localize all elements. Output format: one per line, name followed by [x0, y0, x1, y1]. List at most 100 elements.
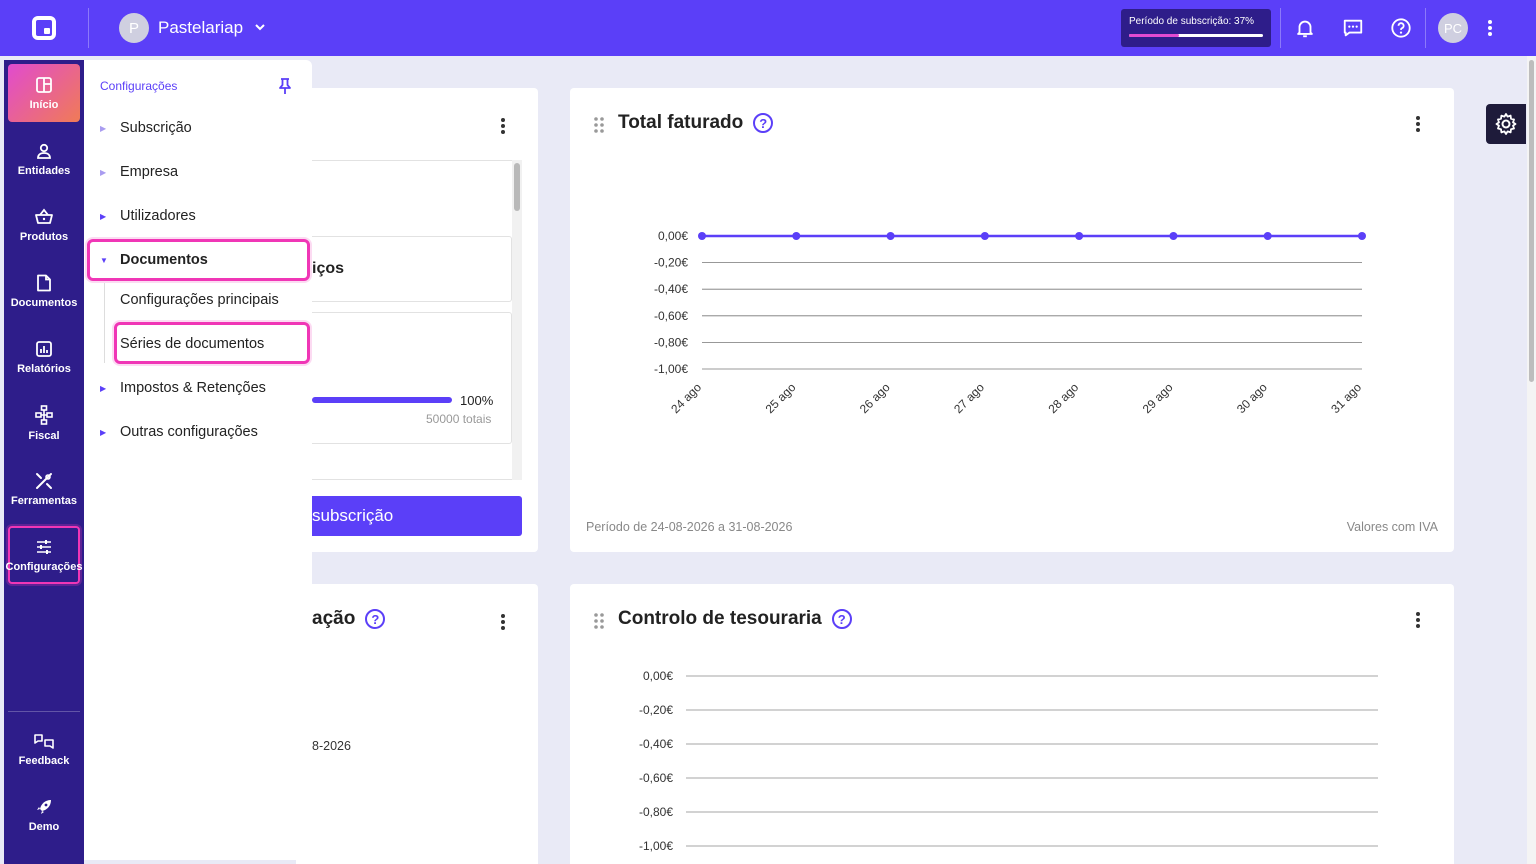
settings-item-outras[interactable]: ▶ Outras configurações [100, 422, 258, 442]
vat-note: Valores com IVA [1346, 520, 1438, 534]
sidebar-item-label: Configurações [5, 560, 83, 573]
card-menu-icon[interactable] [500, 117, 506, 140]
chevron-down-icon [253, 20, 267, 37]
y-tick-label: 0,00€ [658, 229, 688, 243]
subscription-period-badge[interactable]: Período de subscrição: 37% [1121, 9, 1271, 47]
settings-item-documentos[interactable]: ▼ Documentos [100, 250, 208, 270]
card-menu-icon[interactable] [1415, 611, 1421, 634]
y-tick-label: -0,60€ [639, 771, 673, 785]
settings-item-empresa[interactable]: ▶ Empresa [100, 162, 178, 182]
user-menu[interactable]: PC [1426, 0, 1480, 56]
settings-item-label: Impostos & Retenções [120, 380, 266, 396]
settings-item-label: Subscrição [120, 120, 192, 136]
sidebar-item-produtos[interactable]: Produtos [8, 196, 80, 254]
settings-item-label: Documentos [120, 252, 208, 268]
sidebar-item-label: Relatórios [17, 362, 71, 375]
list-scrollbar-thumb[interactable] [514, 163, 520, 211]
tools-icon [36, 472, 52, 489]
gear-icon [1495, 113, 1517, 135]
y-tick-label: -0,40€ [654, 282, 688, 296]
card-menu-icon[interactable] [1415, 115, 1421, 138]
data-point[interactable] [1169, 232, 1178, 240]
pin-icon[interactable] [278, 77, 292, 100]
data-point[interactable] [792, 232, 801, 240]
subscription-progress-fill [1129, 34, 1179, 37]
settings-item-impostos[interactable]: ▶ Impostos & Retenções [100, 378, 266, 398]
avatar: PC [1438, 13, 1468, 43]
tesouraria-chart: 0,00€ -0,20€ -0,40€ -0,60€ -0,80€ -1,00€ [639, 669, 1378, 853]
subscription-period-label: Período de subscrição: 37% [1129, 16, 1255, 27]
data-point[interactable] [980, 232, 989, 240]
y-tick-label: -1,00€ [654, 362, 688, 376]
submenu-guide-line [104, 283, 105, 363]
caret-right-icon: ▶ [100, 123, 107, 133]
y-tick-label: -0,20€ [639, 703, 673, 717]
card-title: Total faturado ? [618, 112, 774, 134]
sidebar-item-fiscal[interactable]: Fiscal [8, 394, 80, 452]
subscription-button[interactable]: subscrição [312, 496, 522, 536]
settings-item-subscricao[interactable]: ▶ Subscrição [100, 118, 192, 138]
chart-icon [36, 340, 52, 357]
x-tick-label: 31 ago [1328, 380, 1364, 416]
sidebar-item-documentos[interactable]: Documentos [8, 262, 80, 320]
sidebar-item-label: Ferramentas [10, 494, 78, 507]
drag-handle-icon[interactable] [593, 612, 605, 635]
main-sidebar: Início Entidades Produtos Documentos Rel… [4, 60, 84, 864]
settings-item-label: Empresa [120, 164, 179, 180]
caret-right-icon: ▶ [100, 427, 107, 437]
card-title-text: Controlo de tesouraria [618, 608, 822, 629]
customize-dashboard-button[interactable] [1486, 104, 1526, 144]
bell-icon[interactable] [1281, 0, 1329, 56]
settings-item-utilizadores[interactable]: ▶ Utilizadores [100, 206, 196, 226]
top-divider [1425, 8, 1426, 48]
sidebar-divider [8, 711, 80, 712]
caret-right-icon: ▶ [100, 211, 107, 221]
settings-subitem-configuracoes-principais[interactable]: Configurações principais [120, 290, 279, 310]
settings-panel: Configurações ▶ Subscrição ▶ Empresa ▶ U… [84, 60, 312, 860]
sidebar-item-demo[interactable]: Demo [8, 786, 80, 844]
data-point[interactable] [886, 232, 895, 240]
help-icon[interactable]: ? [831, 609, 852, 629]
help-icon[interactable] [1377, 0, 1425, 56]
card-title-text: Total faturado [618, 112, 744, 133]
tesouraria-card: Controlo de tesouraria ? 0,00€ -0,20€ -0,4… [570, 584, 1454, 864]
sidebar-item-feedback[interactable]: Feedback [8, 720, 80, 778]
help-icon[interactable]: ? [753, 113, 774, 133]
card-title-text: ação [312, 608, 356, 629]
card-menu-icon[interactable] [500, 613, 506, 636]
data-point[interactable] [1358, 232, 1366, 240]
page-scrollbar-thumb[interactable] [1529, 60, 1534, 382]
document-icon [37, 274, 51, 291]
app-logo[interactable] [0, 0, 88, 56]
person-icon [37, 143, 51, 159]
sidebar-item-ferramentas[interactable]: Ferramentas [8, 460, 80, 518]
basket-icon [35, 208, 53, 224]
data-point[interactable] [698, 232, 706, 240]
y-tick-label: -0,80€ [654, 335, 688, 349]
chat-icon[interactable] [1329, 0, 1377, 56]
data-point[interactable] [1075, 232, 1084, 240]
total-faturado-card: Total faturado ? 0,00€ -0,20€ -0,40€ -0,60€… [570, 88, 1454, 552]
help-icon[interactable]: ? [365, 609, 386, 629]
company-selector[interactable]: P Pastelariap [119, 13, 267, 43]
y-tick-label: -0,20€ [654, 256, 688, 270]
period-label: Período de 24-08-2026 a 31-08-2026 [586, 520, 793, 534]
sliders-icon [37, 539, 51, 554]
hierarchy-icon [35, 404, 53, 425]
list-scrollbar[interactable] [512, 160, 522, 480]
y-tick-label: -0,80€ [639, 805, 673, 819]
sidebar-item-configuracoes[interactable]: Configurações [5, 526, 83, 584]
top-bar: P Pastelariap Período de subscrição: 37%… [0, 0, 1536, 56]
sidebar-item-label: Documentos [10, 296, 78, 309]
sidebar-item-entidades[interactable]: Entidades [8, 130, 80, 188]
x-tick-label: 25 ago [763, 380, 799, 416]
data-point[interactable] [1263, 232, 1272, 240]
sidebar-item-label: Produtos [19, 230, 69, 243]
page-scrollbar[interactable] [1527, 56, 1536, 864]
drag-handle-icon[interactable] [593, 116, 605, 139]
settings-subitem-series-documentos[interactable]: Séries de documentos [120, 334, 264, 354]
more-vertical-icon[interactable] [1480, 0, 1500, 56]
sidebar-item-relatorios[interactable]: Relatórios [8, 328, 80, 386]
sidebar-item-inicio[interactable]: Início [8, 64, 80, 122]
feedback-icon [34, 733, 54, 749]
